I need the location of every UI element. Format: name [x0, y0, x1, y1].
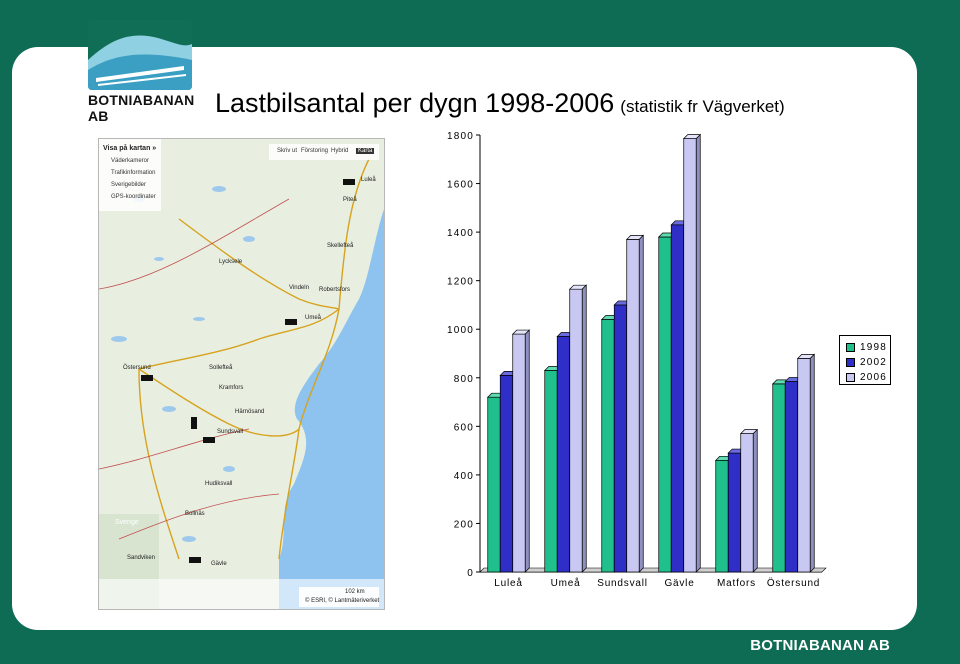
map-place: Umeå: [305, 315, 322, 321]
x-tick-label: Umeå: [551, 577, 581, 589]
x-tick-label: Sundsvall: [597, 578, 648, 589]
map-place: Lycksele: [219, 259, 243, 265]
map-panel-item[interactable]: Sverigebilder: [111, 182, 147, 188]
bar-1998: [601, 319, 615, 573]
map-scale-label: 102 km: [345, 589, 365, 595]
bar-2002: [670, 224, 685, 573]
bar-chart: 0 200 400 600 800 1000 1200 1400 1600 1800 Luleå Um…: [447, 131, 827, 589]
bar-2006: [569, 288, 583, 573]
bar-2006: [512, 333, 526, 573]
footer-logo-text: BOTNIABANAN AB: [750, 637, 890, 654]
legend-item: 2002: [846, 355, 890, 370]
map-place: Sandviken: [127, 555, 156, 561]
chart-legend: 1998 2002 2006: [839, 335, 891, 385]
map-place: Östersund: [123, 365, 151, 371]
map-place: Gävle: [211, 561, 227, 567]
legend-swatch-1998: [846, 343, 855, 352]
legend-item: 2006: [846, 370, 890, 385]
arrow-marker: [191, 417, 197, 429]
bar-side-2006: [581, 284, 587, 573]
map-tab[interactable]: Förstoring: [301, 148, 329, 154]
slide-title: Lastbilsantal per dygn 1998-2006 (statist…: [215, 88, 785, 119]
bar-1998: [772, 383, 786, 573]
bar-1998: [715, 459, 729, 573]
bar-side-2006: [524, 329, 530, 573]
bar-side-2006: [809, 353, 815, 573]
map-copyright: © ESRI, © Lantmäteriverket: [305, 598, 380, 604]
legend-label: 2006: [860, 372, 888, 383]
logo-emblem: [88, 20, 192, 90]
y-tick-label: 800: [454, 374, 474, 385]
bar-2006: [740, 433, 754, 573]
y-tick-label: 600: [454, 422, 474, 433]
title-subtitle: (statistik fr Vägverket): [620, 97, 785, 116]
y-tick-label: 1200: [447, 277, 474, 288]
title-main: Lastbilsantal per dygn 1998-2006: [215, 88, 615, 118]
botniabanan-logo: BOTNIABANAN AB: [88, 20, 194, 124]
bar-2002: [613, 304, 628, 573]
legend-item: 1998: [846, 340, 890, 355]
y-tick-label: 1000: [447, 325, 474, 336]
bar-side-2006: [638, 234, 644, 573]
map-tab[interactable]: Skriv ut: [277, 148, 298, 154]
bar-2006: [626, 239, 640, 573]
bar-side-2006: [695, 133, 701, 573]
bar-1998: [544, 370, 558, 573]
legend-swatch-2002: [846, 358, 855, 367]
x-tick-label: Matfors: [717, 578, 756, 589]
map-panel-item[interactable]: GPS-koordinater: [111, 194, 156, 200]
legend-swatch-2006: [846, 373, 855, 382]
x-tick-label: Östersund: [767, 577, 820, 589]
map-place: Vindeln: [289, 285, 309, 291]
map-place: Robertsfors: [319, 287, 351, 293]
map-image: [99, 139, 384, 609]
bar-1998: [487, 396, 501, 573]
map-inset-label: Sverige: [115, 519, 139, 526]
x-tick-label: Gävle: [664, 578, 694, 589]
legend-label: 1998: [860, 342, 888, 353]
arrow-marker: [285, 319, 297, 325]
y-tick-label: 400: [454, 471, 474, 482]
y-tick-label: 1600: [447, 180, 474, 191]
y-tick-label: 200: [454, 519, 474, 530]
map-place: Bollnäs: [185, 511, 205, 517]
arrow-marker: [343, 179, 355, 185]
map-panel-item[interactable]: Väderkameror: [111, 158, 150, 164]
logo-text: BOTNIABANAN AB: [88, 92, 195, 124]
bar-2006: [797, 358, 811, 573]
y-tick-label: 1800: [447, 131, 474, 142]
map-place: Skellefteå: [327, 243, 354, 249]
bar-1998: [658, 236, 672, 573]
legend-label: 2002: [860, 357, 888, 368]
bar-2002: [499, 375, 514, 573]
bar-2002: [784, 381, 799, 573]
map-place: Härnösand: [235, 409, 265, 415]
arrow-marker: [203, 437, 215, 443]
map-tab[interactable]: Hybrid: [331, 148, 349, 154]
y-tick-label: 1400: [447, 228, 474, 239]
bar-2002: [727, 452, 742, 573]
bar-2006: [683, 138, 697, 573]
map-panel-item[interactable]: Trafikinformation: [111, 170, 156, 176]
x-tick-label: Luleå: [494, 577, 522, 589]
arrow-marker: [189, 557, 201, 563]
map-place: Luleå: [361, 177, 376, 183]
map-tab-active[interactable]: Karta: [356, 148, 375, 154]
map-panel-title: Visa på kartan »: [103, 145, 157, 152]
y-tick-label: 0: [467, 568, 474, 579]
bar-side-2006: [752, 428, 758, 573]
map-place: Sollefteå: [209, 365, 233, 371]
map-place: Sundsvall: [217, 429, 244, 435]
bar-2002: [556, 336, 571, 573]
map-place: Piteå: [343, 197, 357, 203]
map-screenshot: Visa på kartan » Väderkameror Trafikinfo…: [98, 138, 385, 610]
map-place: Kramfors: [219, 385, 244, 391]
arrow-marker: [141, 375, 153, 381]
map-place: Hudiksvall: [205, 481, 233, 487]
